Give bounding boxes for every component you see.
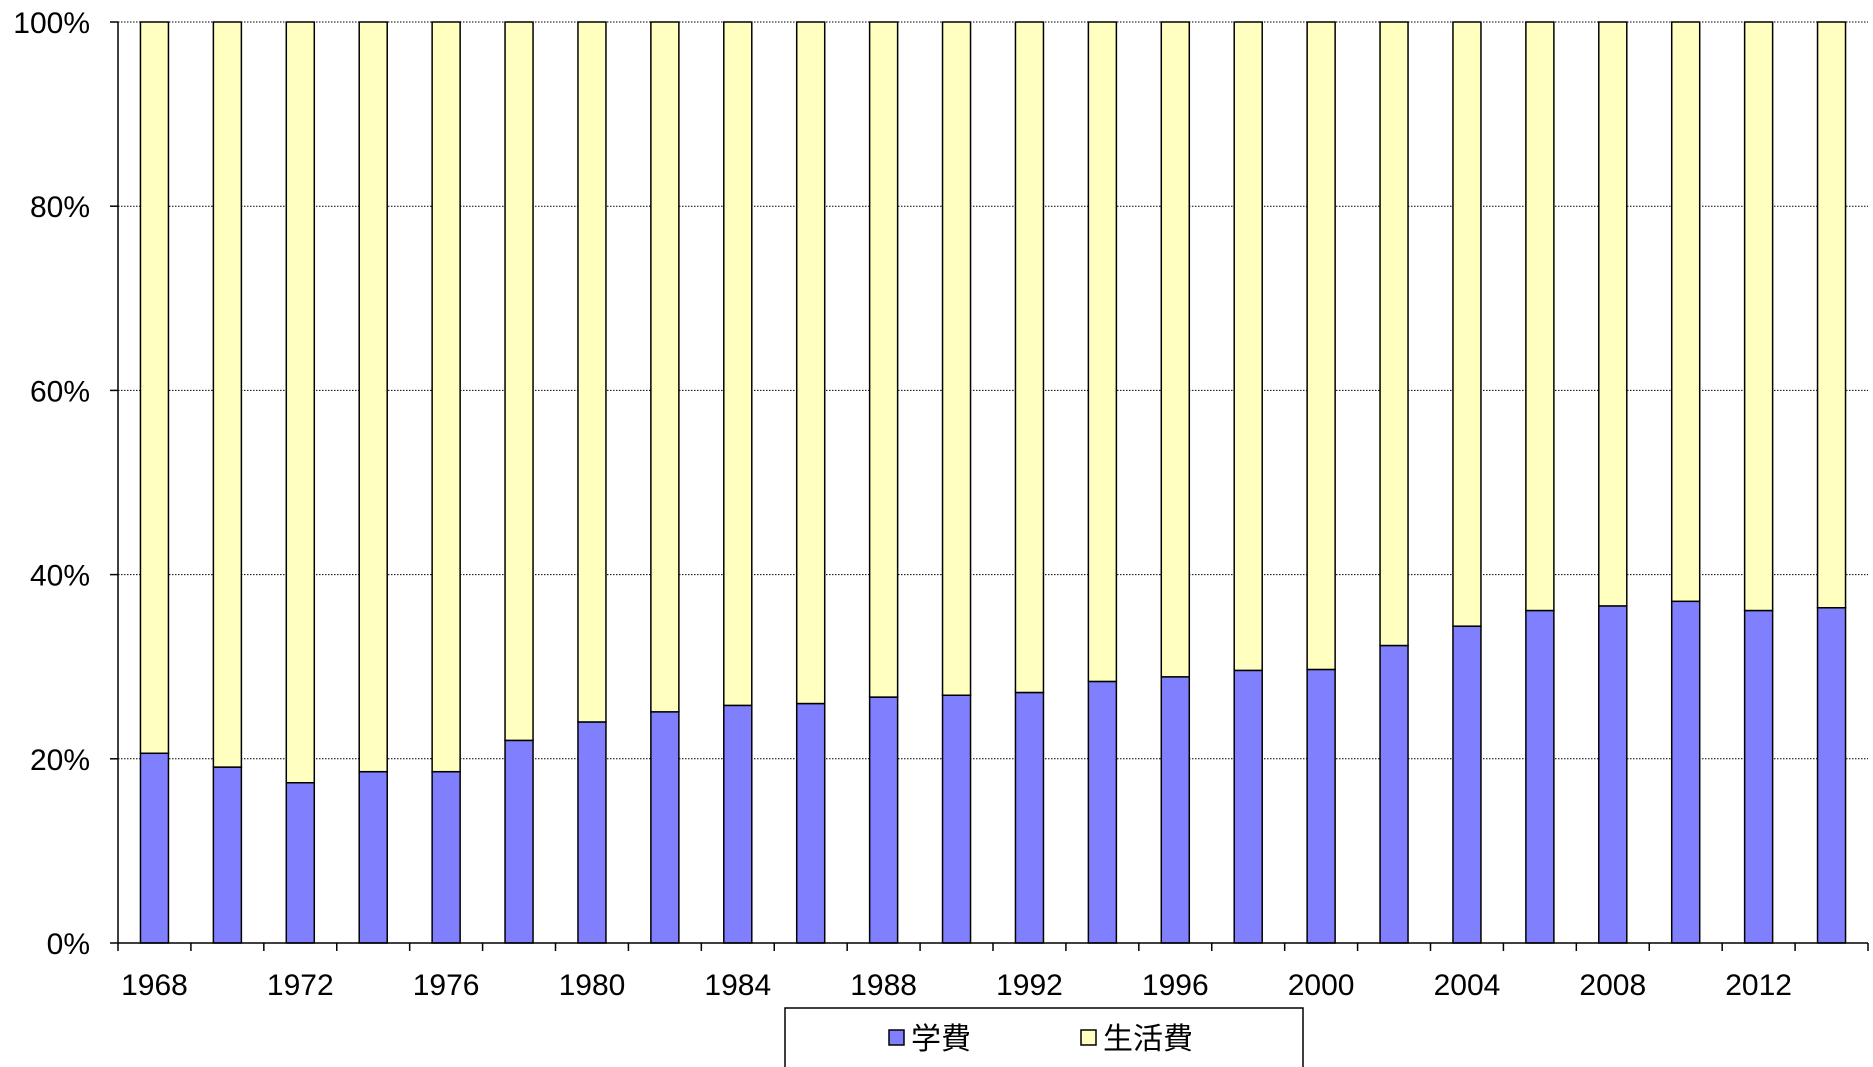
y-tick-label: 20% — [30, 744, 90, 777]
bar-segment-living-expenses-1974 — [358, 21, 388, 773]
bar-segment-living-expenses-1984 — [723, 21, 753, 707]
bars — [139, 21, 1847, 944]
x-tick-label: 1968 — [121, 969, 188, 1002]
bar-segment-tuition-1984 — [723, 704, 753, 944]
bar-segment-tuition-1988 — [868, 696, 899, 944]
y-tick-label: 60% — [30, 375, 90, 408]
bar-segment-tuition-1968 — [139, 752, 170, 944]
bar-segment-living-expenses-2010 — [1670, 21, 1701, 603]
bar-segment-living-expenses-1994 — [1087, 21, 1118, 683]
bar-segment-living-expenses-1972 — [285, 21, 316, 784]
bar-segment-tuition-1994 — [1087, 680, 1118, 944]
bar-segment-tuition-1976 — [431, 770, 461, 944]
bar-segment-living-expenses-1968 — [139, 21, 170, 755]
x-tick-label: 1972 — [267, 969, 334, 1002]
bar-segment-tuition-1974 — [358, 770, 388, 944]
y-tick-label: 0% — [47, 928, 90, 961]
x-tick-label: 2012 — [1725, 969, 1792, 1002]
bar-segment-living-expenses-1976 — [431, 21, 461, 773]
x-tick-label: 2004 — [1434, 969, 1501, 1002]
bar-segment-tuition-2002 — [1379, 644, 1409, 944]
x-tick-labels: 1968 1972 1976 1980 1984 1988 1992 1996 2000 2004… — [121, 969, 1792, 1002]
y-tick-label: 80% — [30, 191, 90, 224]
bar-segment-tuition-2014 — [1816, 607, 1847, 944]
bar-segment-tuition-1990 — [941, 694, 972, 944]
y-tick-labels: 0% 20% 40% 60% 80% 100% — [13, 7, 118, 961]
bar-segment-living-expenses-1980 — [577, 21, 607, 723]
bar-segment-tuition-1972 — [285, 782, 316, 944]
y-tick-label: 40% — [30, 560, 90, 593]
bar-segment-living-expenses-1978 — [504, 21, 534, 742]
axes — [117, 22, 1869, 951]
bar-segment-living-expenses-1986 — [795, 21, 826, 705]
bar-segment-living-expenses-2004 — [1452, 21, 1482, 627]
bar-segment-living-expenses-1988 — [868, 21, 899, 698]
legend-swatch-tuition — [888, 1029, 905, 1046]
legend-label-tuition: 学費 — [911, 1023, 971, 1056]
y-tick-label: 100% — [13, 7, 90, 40]
x-tick-label: 1992 — [996, 969, 1063, 1002]
bar-segment-tuition-2000 — [1306, 668, 1336, 944]
bar-segment-tuition-2008 — [1598, 605, 1628, 944]
bar-segment-living-expenses-1998 — [1233, 21, 1263, 672]
bar-segment-living-expenses-2000 — [1306, 21, 1336, 671]
bar-segment-living-expenses-2012 — [1743, 21, 1774, 612]
legend-box — [784, 1007, 1304, 1067]
bar-segment-tuition-1970 — [212, 766, 243, 944]
bar-segment-tuition-1978 — [504, 739, 534, 944]
bar-segment-tuition-1986 — [795, 702, 826, 944]
bar-segment-living-expenses-1990 — [941, 21, 972, 696]
x-tick-label: 1980 — [559, 969, 626, 1002]
bar-segment-living-expenses-2006 — [1525, 21, 1555, 612]
x-tick-label: 1996 — [1142, 969, 1209, 1002]
x-tick-label: 1988 — [850, 969, 917, 1002]
bar-segment-tuition-2004 — [1452, 625, 1482, 944]
legend-label-living-expenses: 生活費 — [1103, 1023, 1193, 1056]
bar-segment-living-expenses-2008 — [1598, 21, 1628, 607]
x-tick-label: 1976 — [413, 969, 480, 1002]
bar-segment-tuition-2012 — [1743, 609, 1774, 944]
bar-segment-living-expenses-2002 — [1379, 21, 1409, 647]
gridlines — [118, 21, 1868, 760]
bar-segment-tuition-1992 — [1014, 691, 1045, 944]
x-tick-label: 1984 — [704, 969, 771, 1002]
bar-segment-tuition-1996 — [1160, 676, 1191, 944]
bar-segment-living-expenses-1970 — [212, 21, 243, 768]
x-tick-label: 2008 — [1579, 969, 1646, 1002]
bar-segment-living-expenses-2014 — [1816, 21, 1847, 609]
bar-segment-tuition-1982 — [650, 711, 680, 944]
bar-segment-tuition-1980 — [577, 721, 607, 944]
bar-segment-tuition-2006 — [1525, 609, 1555, 944]
bar-segment-living-expenses-1992 — [1014, 21, 1045, 694]
legend: 学費 生活費 — [784, 1007, 1304, 1067]
bar-segment-tuition-1998 — [1233, 669, 1263, 944]
x-tick-label: 2000 — [1288, 969, 1355, 1002]
bar-segment-tuition-2010 — [1670, 600, 1701, 944]
legend-swatch-living-expenses — [1080, 1029, 1097, 1046]
bar-segment-living-expenses-1996 — [1160, 21, 1191, 678]
bar-segment-living-expenses-1982 — [650, 21, 680, 713]
